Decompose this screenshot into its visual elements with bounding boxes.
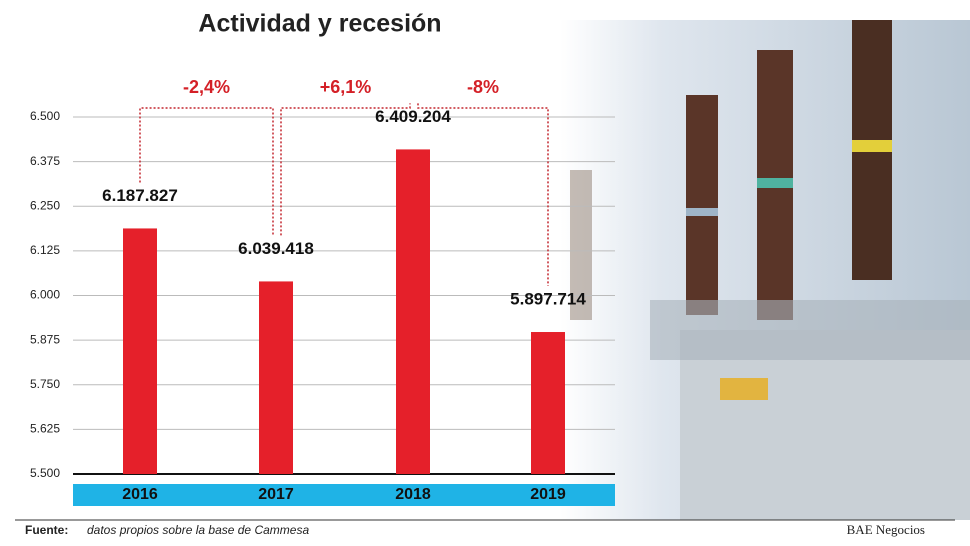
value-label: 5.897.714 [510,290,586,309]
x-tick-label: 2019 [530,486,566,503]
y-tick-label: 5.500 [30,466,60,480]
credit: BAE Negocios [847,522,925,537]
y-tick-label: 5.625 [30,422,60,436]
x-tick-label: 2018 [395,486,431,503]
bar [123,228,157,474]
change-annotation: +6,1% [320,77,372,97]
category-band [73,484,615,506]
change-bracket [417,103,549,287]
value-label: 6.409.204 [375,107,451,126]
y-tick-label: 6.500 [30,109,60,123]
source-label: Fuente: [25,523,68,537]
y-tick-label: 6.000 [30,288,60,302]
y-tick-label: 5.750 [30,377,60,391]
x-tick-label: 2016 [122,486,158,503]
y-tick-label: 6.250 [30,198,60,212]
change-annotation: -8% [467,77,499,97]
y-tick-label: 5.875 [30,332,60,346]
source: datos propios sobre la base de Cammesa [87,523,309,537]
change-bracket [139,107,274,236]
change-annotation: -2,4% [183,77,230,97]
bar [259,281,293,474]
background-photo [560,20,970,520]
chart-title: Actividad y recesión [198,10,441,38]
x-tick-label: 2017 [258,486,294,503]
bar [396,149,430,474]
value-label: 6.187.827 [102,186,178,205]
y-tick-label: 6.375 [30,154,60,168]
bar [531,332,565,474]
y-tick-label: 6.125 [30,243,60,257]
value-label: 6.039.418 [238,239,314,258]
